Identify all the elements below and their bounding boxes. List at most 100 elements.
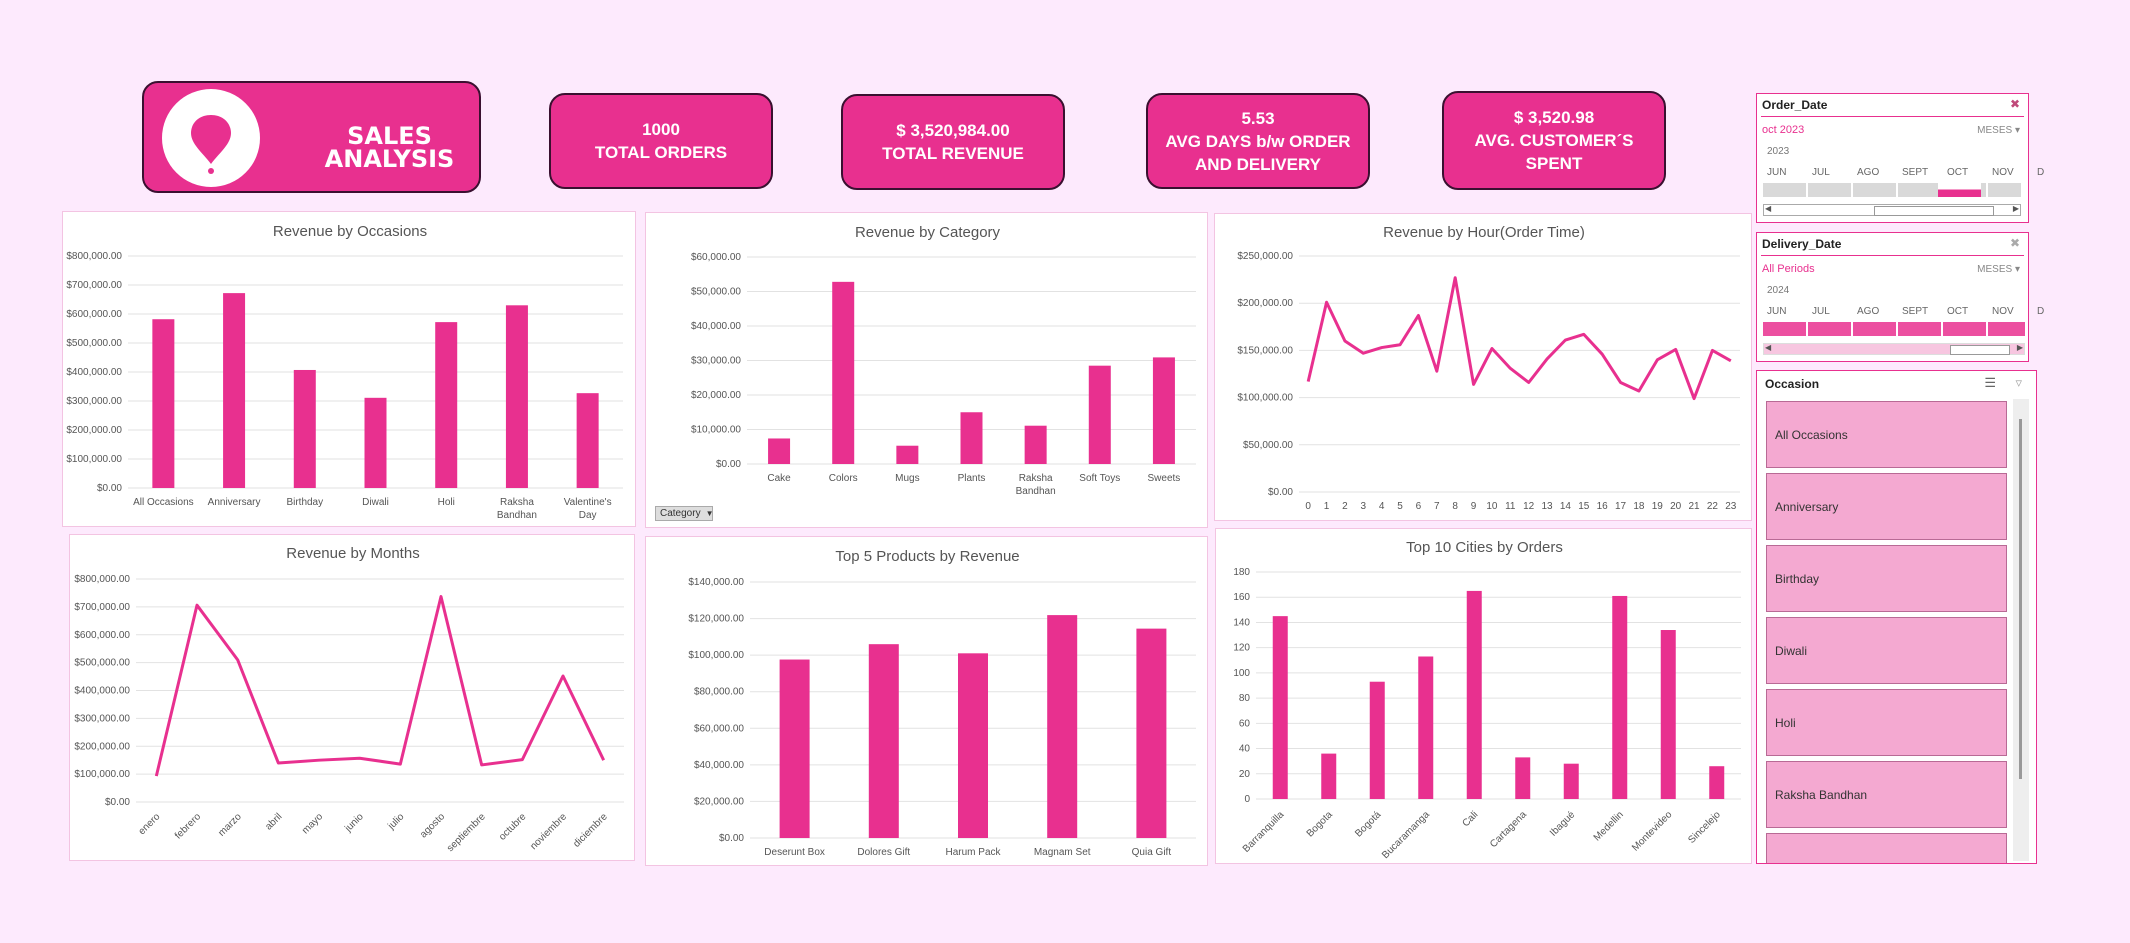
occasion-scrollbar[interactable] bbox=[2013, 399, 2029, 861]
clear-filter-icon[interactable]: ✖ bbox=[2009, 97, 2020, 111]
x-tick-label: Dolores Gift bbox=[857, 847, 910, 858]
delivery-date-slicer[interactable]: Delivery_Date ✖ All Periods MESES ▾ 2024… bbox=[1756, 232, 2044, 362]
bar-birthday bbox=[293, 369, 316, 488]
x-tick-label: Magnam Set bbox=[1034, 847, 1091, 858]
occasion-slicer[interactable]: Occasion ☰ ▿ All Occasions Anniversary B… bbox=[1756, 370, 2037, 864]
scroll-left-icon[interactable]: ◀ bbox=[1765, 204, 1772, 213]
chevron-down-icon: ▾ bbox=[2014, 264, 2020, 275]
kpi-total-revenue: $ 3,520,984.00 TOTAL REVENUE bbox=[841, 94, 1065, 190]
chart-revenue-by-hour[interactable]: Revenue by Hour(Order Time) $0.00 $50,000.… bbox=[1214, 213, 1752, 521]
occasion-item-more[interactable] bbox=[1766, 833, 2007, 863]
x-tick-label: Plants bbox=[958, 473, 986, 484]
bar-magnam-set bbox=[1047, 615, 1078, 838]
month-label: NOV bbox=[1992, 306, 2014, 317]
y-tick-label: $300,000.00 bbox=[74, 713, 130, 724]
bar-sincelejo bbox=[1709, 766, 1725, 799]
y-tick-label: $0.00 bbox=[1268, 487, 1293, 498]
chart-title: Revenue by Hour(Order Time) bbox=[1383, 224, 1585, 241]
occasion-item-holi[interactable]: Holi bbox=[1766, 689, 2007, 756]
slicer-divider bbox=[1761, 116, 2024, 117]
y-tick-label: $50,000.00 bbox=[1243, 440, 1293, 451]
month-label: OCT bbox=[1947, 306, 1969, 317]
scrollbar-thumb[interactable] bbox=[1950, 345, 2010, 355]
x-tick-label: Medellin bbox=[1592, 809, 1626, 843]
kpi-avg-days: 5.53 AVG DAYS b/w ORDER AND DELIVERY bbox=[1146, 93, 1370, 189]
chart-revenue-by-category[interactable]: Revenue by Category $0.00 $10,000.00 $20,00… bbox=[645, 212, 1208, 528]
chart-title: Revenue by Occasions bbox=[273, 223, 427, 240]
bar-sweets bbox=[1152, 357, 1175, 464]
kpi-avg-spent-value: $ 3,520.98 bbox=[1513, 108, 1595, 127]
x-tick-label: Sweets bbox=[1148, 473, 1181, 484]
map-pin-icon bbox=[191, 115, 231, 174]
x-tick-label: All Occasions bbox=[133, 497, 194, 508]
chevron-down-icon: ▾ bbox=[2014, 125, 2020, 136]
scroll-right-icon[interactable]: ▶ bbox=[2016, 343, 2023, 352]
delivery-date-timeline-bar[interactable] bbox=[1763, 322, 2025, 336]
order-date-title: Order_Date bbox=[1762, 98, 1828, 112]
kpi-avg-days-label-2: AND DELIVERY bbox=[1195, 154, 1321, 174]
chart-top-products[interactable]: Top 5 Products by Revenue $0.00 $20,000.00… bbox=[645, 536, 1208, 866]
delivery-date-level-dropdown[interactable]: MESES ▾ bbox=[1977, 264, 2020, 275]
kpi-total-orders-value: 1000 bbox=[642, 120, 680, 139]
y-tick-label: $200,000.00 bbox=[66, 425, 122, 436]
occasion-item-raksha-bandhan[interactable]: Raksha Bandhan bbox=[1766, 761, 2007, 828]
multi-select-icon[interactable]: ☰ bbox=[1984, 375, 1996, 390]
x-tick-label: Deserunt Box bbox=[764, 847, 825, 858]
chart-svg-months: Revenue by Months $0.00 $100,000.00 $200,00… bbox=[74, 545, 624, 854]
category-filter-button[interactable]: Category ▼ bbox=[655, 506, 714, 521]
month-label: D bbox=[2037, 167, 2045, 178]
order-date-timeline-bar[interactable] bbox=[1763, 183, 2021, 197]
occasion-item-birthday[interactable]: Birthday bbox=[1766, 545, 2007, 612]
x-tick-label: mayo bbox=[300, 811, 325, 836]
chart-title: Top 5 Products by Revenue bbox=[835, 548, 1019, 565]
kpi-avg-days-value: 5.53 bbox=[1241, 108, 1275, 128]
occasion-item-all[interactable]: All Occasions bbox=[1766, 401, 2007, 468]
chart-svg-cities: Top 10 Cities by Orders 0 20 40 60 80 100 120 14… bbox=[1233, 539, 1741, 861]
chart-svg-products: Top 5 Products by Revenue $0.00 $20,000.00… bbox=[688, 548, 1196, 858]
x-tick-label: diciembre bbox=[571, 811, 610, 850]
chart-top-cities[interactable]: Top 10 Cities by Orders 0 20 40 60 80 100 120 14… bbox=[1215, 528, 1752, 864]
occasion-item-diwali[interactable]: Diwali bbox=[1766, 617, 2007, 684]
scroll-right-icon[interactable]: ▶ bbox=[2012, 204, 2019, 213]
y-tick-label: 140 bbox=[1233, 617, 1250, 628]
chart-revenue-by-occasions[interactable]: Revenue by Occasions $0.00 $100,000.00 $200… bbox=[62, 211, 636, 527]
dashboard-title: SALES ANALYSIS bbox=[324, 122, 455, 173]
y-tick-label: 180 bbox=[1233, 567, 1250, 578]
x-tick-label: 21 bbox=[1689, 501, 1701, 512]
x-tick-label: Bogota bbox=[1305, 809, 1335, 839]
category-filter-label: Category bbox=[660, 508, 701, 519]
y-tick-label: $700,000.00 bbox=[74, 602, 130, 613]
chart-svg-occasions: Revenue by Occasions $0.00 $100,000.00 $200… bbox=[66, 223, 623, 521]
bar-cartagena bbox=[1515, 757, 1531, 799]
x-tick-label: 19 bbox=[1652, 501, 1664, 512]
order-date-level-dropdown[interactable]: MESES ▾ bbox=[1977, 125, 2020, 136]
order-date-months: JUN JUL AGO SEPT OCT NOV D bbox=[1767, 167, 2045, 178]
y-tick-label: $500,000.00 bbox=[74, 658, 130, 669]
x-tick-label: abril bbox=[263, 811, 284, 832]
bar-medellin bbox=[1612, 595, 1628, 799]
bar-soft-toys bbox=[1088, 365, 1111, 464]
y-tick-label: $40,000.00 bbox=[694, 760, 744, 771]
scrollbar-thumb[interactable] bbox=[2019, 419, 2022, 779]
x-tick-label: Birthday bbox=[286, 497, 323, 508]
month-label: AGO bbox=[1857, 167, 1880, 178]
month-label: OCT bbox=[1947, 167, 1969, 178]
scroll-left-icon[interactable]: ◀ bbox=[1765, 343, 1772, 352]
x-tick-label: 3 bbox=[1361, 501, 1367, 512]
x-tick-label: Soft Toys bbox=[1079, 473, 1120, 484]
bar-deserunt-box bbox=[779, 659, 810, 838]
order-date-slicer[interactable]: Order_Date ✖ oct 2023 MESES ▾ 2023 JUN J… bbox=[1756, 93, 2044, 223]
month-label: D bbox=[2037, 306, 2045, 317]
clear-filter-icon[interactable]: ▿ bbox=[2015, 375, 2022, 390]
order-date-year: 2023 bbox=[1767, 146, 1790, 157]
chart-revenue-by-months[interactable]: Revenue by Months $0.00 $100,000.00 $200,00… bbox=[69, 534, 635, 861]
scrollbar-thumb[interactable] bbox=[1874, 206, 1994, 216]
occasion-item-anniversary[interactable]: Anniversary bbox=[1766, 473, 2007, 540]
clear-filter-icon[interactable]: ✖ bbox=[2009, 236, 2020, 250]
delivery-date-scrollbar[interactable]: ◀ ▶ bbox=[1763, 343, 2025, 355]
bar-colors bbox=[832, 281, 855, 464]
order-date-selected-period[interactable] bbox=[1938, 183, 1981, 197]
x-tick-label: 6 bbox=[1416, 501, 1422, 512]
x-tick-label: 20 bbox=[1670, 501, 1682, 512]
order-date-scrollbar[interactable]: ◀ ▶ bbox=[1763, 204, 2021, 216]
